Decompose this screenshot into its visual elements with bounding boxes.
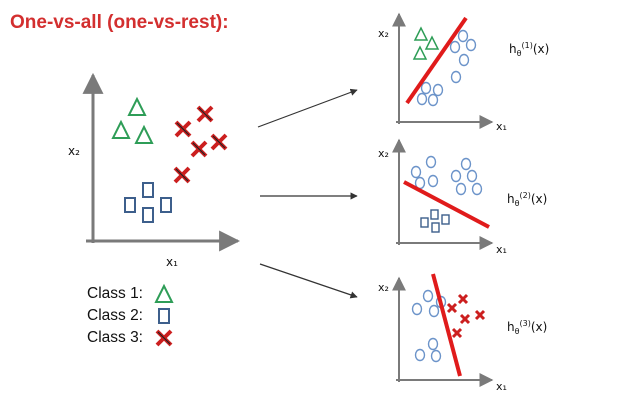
main-x-label: x₁ (166, 255, 178, 269)
subplot-2-squares (421, 210, 449, 232)
legend-label: Class 3: (87, 329, 153, 347)
arrows (258, 90, 357, 297)
subplot-1-y-label: x₂ (378, 27, 389, 40)
arrow-to-subplot-1 (258, 90, 357, 127)
subplot-2-hypothesis: hθ(2)(x) (507, 191, 547, 208)
main-plot: x₂ x₁ (68, 75, 238, 269)
cross-marker (192, 142, 206, 156)
subplot-1-x-label: x₁ (496, 120, 507, 133)
subplot-1-triangles (414, 28, 438, 59)
main-y-label: x₂ (68, 144, 80, 158)
subplot-1-hypothesis: hθ(1)(x) (509, 41, 549, 58)
triangle-icon (153, 283, 175, 305)
class2-squares (125, 183, 171, 222)
square-marker (125, 198, 135, 212)
subplot-2: x₂ x₁ hθ(2)(x) (378, 140, 547, 256)
triangle-marker (113, 122, 129, 138)
legend-item-class-2: Class 2: (87, 305, 175, 327)
class1-triangles (113, 99, 152, 143)
legend-label: Class 1: (87, 285, 153, 303)
arrow-to-subplot-3 (260, 264, 357, 297)
subplot-2-x-label: x₁ (496, 243, 507, 256)
square-marker (143, 183, 153, 197)
subplot-2-circles (412, 157, 482, 195)
subplot-1-circles (418, 31, 476, 106)
square-marker (161, 198, 171, 212)
subplot-3: x₂ x₁ hθ(3)(x) (378, 274, 547, 393)
legend-item-class-1: Class 1: (87, 283, 175, 305)
cross-marker (198, 107, 212, 121)
subplot-2-y-label: x₂ (378, 147, 389, 160)
class-legend: Class 1: Class 2: Class 3: (87, 283, 175, 349)
subplot-3-x-label: x₁ (496, 380, 507, 393)
subplot-1-decision-boundary (407, 18, 466, 103)
cross-marker (176, 122, 190, 136)
square-icon (153, 305, 175, 327)
legend-item-class-3: Class 3: (87, 327, 175, 349)
triangle-marker (129, 99, 145, 115)
subplot-3-y-label: x₂ (378, 281, 389, 294)
subplot-1: x₂ x₁ hθ(1)(x) (378, 14, 549, 133)
triangle-marker (136, 127, 152, 143)
legend-label: Class 2: (87, 307, 153, 325)
square-marker (143, 208, 153, 222)
class3-crosses (175, 107, 226, 182)
cross-marker (212, 135, 226, 149)
subplot-3-crosses (448, 295, 484, 337)
cross-icon (153, 327, 175, 349)
cross-marker (175, 168, 189, 182)
subplot-2-decision-boundary (404, 182, 489, 227)
subplot-3-hypothesis: hθ(3)(x) (507, 319, 547, 336)
